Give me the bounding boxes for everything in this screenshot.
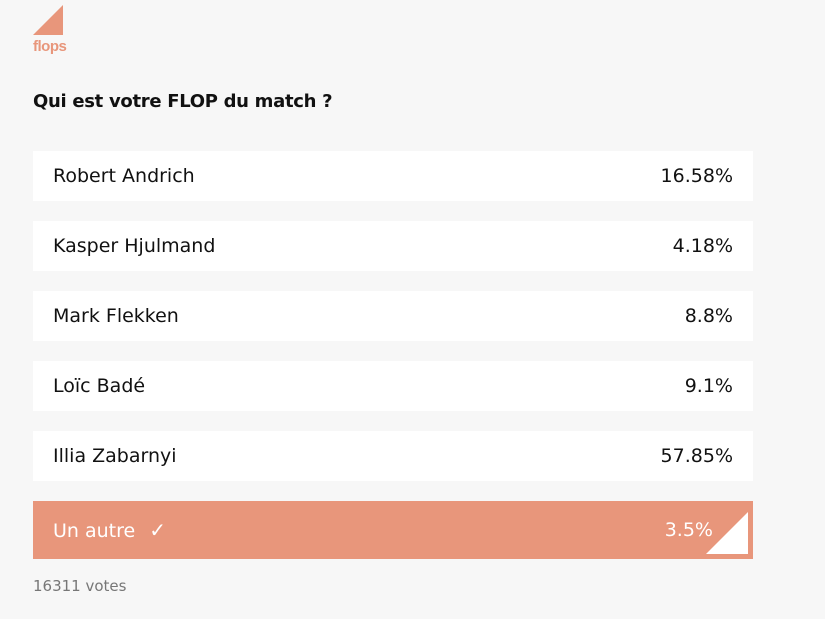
option-percent: 9.1%	[684, 375, 733, 397]
poll-option[interactable]: Kasper Hjulmand 4.18%	[33, 221, 753, 271]
option-percent: 57.85%	[660, 445, 733, 467]
option-name: Loïc Badé	[53, 375, 146, 397]
poll-option[interactable]: Mark Flekken 8.8%	[33, 291, 753, 341]
poll-option[interactable]: Robert Andrich 16.58%	[33, 151, 753, 201]
poll-question: Qui est votre FLOP du match ?	[33, 91, 333, 112]
option-percent: 4.18%	[672, 235, 733, 257]
vote-count: 16311 votes	[33, 577, 127, 595]
poll-option[interactable]: Illia Zabarnyi 57.85%	[33, 431, 753, 481]
option-percent: 8.8%	[684, 305, 733, 327]
poll-option[interactable]: Loïc Badé 9.1%	[33, 361, 753, 411]
option-name: Illia Zabarnyi	[53, 445, 177, 467]
option-name: Kasper Hjulmand	[53, 235, 216, 257]
option-percent: 3.5%	[664, 519, 713, 541]
logo-icon	[33, 5, 63, 35]
option-name: Robert Andrich	[53, 165, 195, 187]
logo-text: flops	[33, 38, 67, 55]
poll-option-selected[interactable]: Un autre ✓ 3.5%	[33, 501, 753, 559]
option-name: Mark Flekken	[53, 305, 179, 327]
option-percent: 16.58%	[660, 165, 733, 187]
option-name: Un autre	[53, 520, 136, 542]
check-icon: ✓	[149, 518, 166, 542]
